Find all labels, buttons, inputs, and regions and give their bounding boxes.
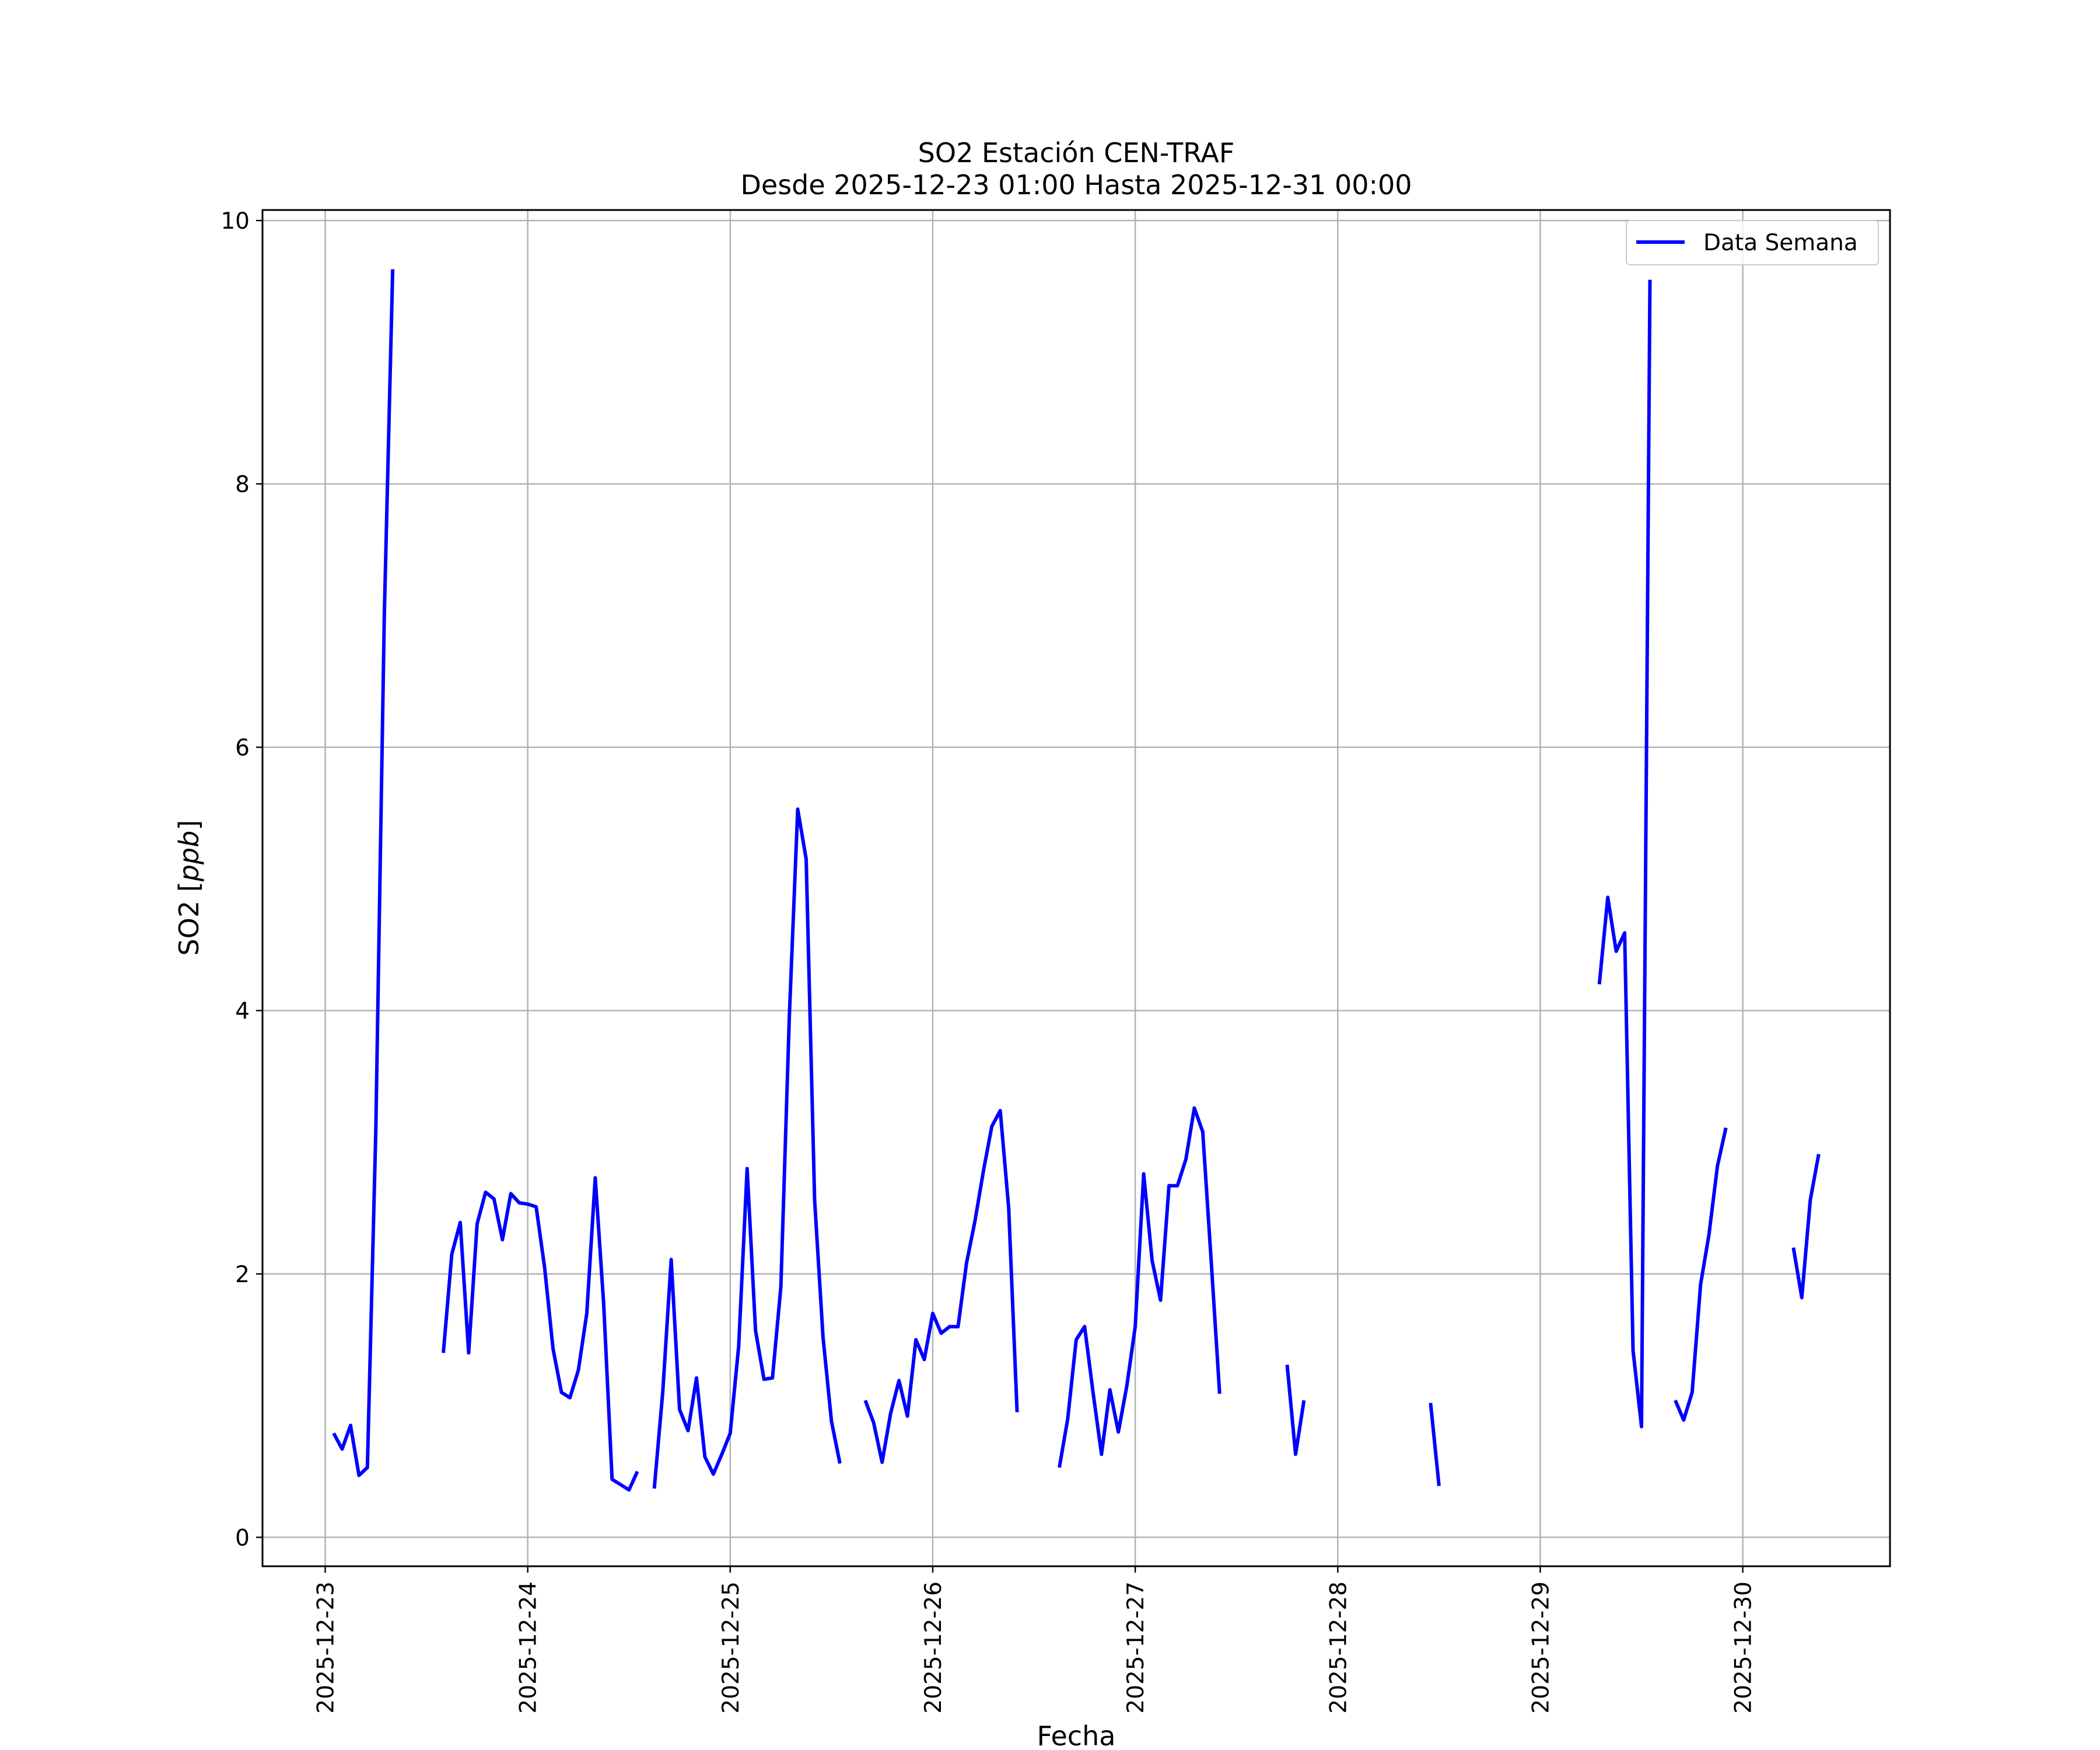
axis-ticks: 2025-12-23 2025-12-24 2025-12-25 2025-12-26… [220,208,1756,1714]
x-tick-label: 2025-12-24 [516,1581,542,1714]
chart-title-line-1: SO2 Estación CEN-TRAF [918,137,1235,169]
data-series-lines [332,269,1821,1492]
chart-title-line-2: Desde 2025-12-23 01:00 Hasta 2025-12-31 … [740,169,1412,201]
y-tick-label: 8 [235,472,250,498]
y-tick-label: 0 [235,1525,250,1551]
series-line-segment [442,1176,639,1492]
series-line-segment [1597,279,1652,1429]
series-line-segment [1058,1106,1222,1468]
plot-frame [261,209,1891,1567]
y-axis-label-suffix: ] [173,820,205,831]
legend-box [1626,220,1879,265]
x-tick-label: 2025-12-30 [1731,1581,1757,1714]
series-line-segment [332,269,395,1478]
y-tick-label: 2 [235,1262,250,1288]
y-tick-label: 6 [235,735,250,761]
legend: Data Semana [1626,220,1879,265]
series-line-segment [1791,1153,1821,1300]
series-line-segment [652,807,842,1489]
x-tick-label: 2025-12-26 [921,1581,947,1714]
y-axis-label: SO2 [ppb] [173,820,205,956]
x-tick-label: 2025-12-29 [1528,1581,1554,1714]
x-axis-label: Fecha [1037,1720,1116,1750]
y-tick-label: 10 [220,208,250,235]
x-tick-label: 2025-12-27 [1123,1581,1149,1714]
x-tick-label: 2025-12-23 [313,1581,340,1714]
series-line-segment [863,1109,1019,1464]
y-axis-label-unit: ppb [173,831,205,883]
y-axis-label-prefix: SO2 [ [173,881,205,956]
y-tick-label: 4 [235,998,250,1024]
x-tick-label: 2025-12-28 [1325,1581,1352,1714]
legend-label: Data Semana [1703,230,1858,256]
grid-lines [262,210,1890,1566]
x-tick-label: 2025-12-25 [718,1581,744,1714]
series-line-segment [1285,1364,1306,1457]
series-line-segment [1429,1402,1441,1486]
series-line-segment [1674,1127,1728,1422]
